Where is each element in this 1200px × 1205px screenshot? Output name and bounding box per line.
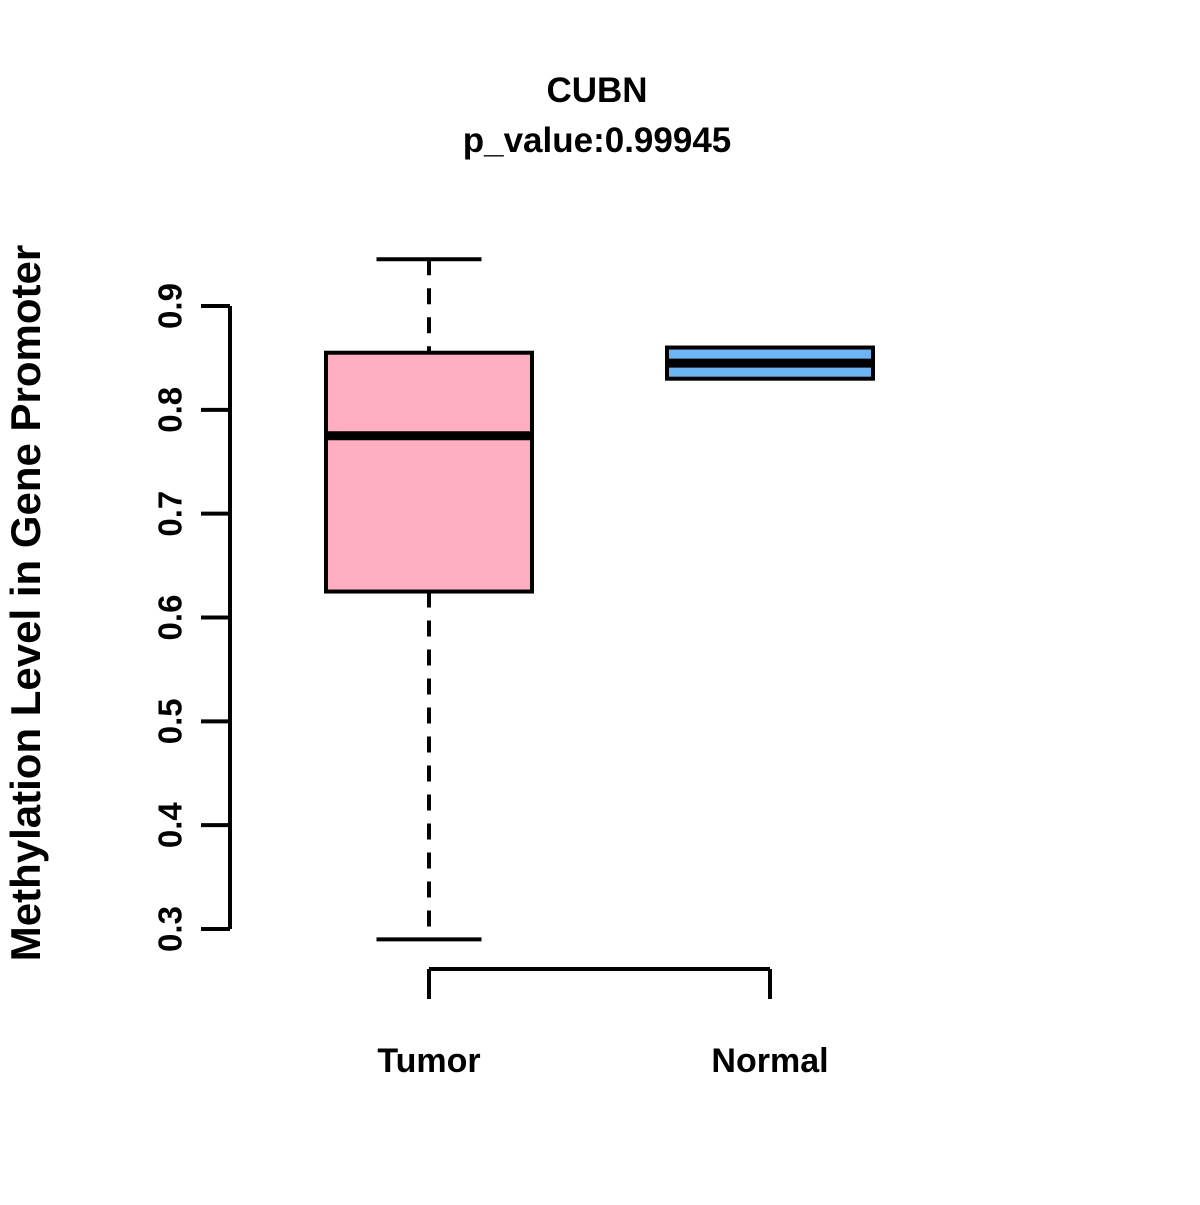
y-tick-label-0.3: 0.3 [152,906,189,952]
y-tick-label-0.8: 0.8 [152,387,189,433]
y-axis: 0.9 0.8 0.7 0.6 0.5 0.4 0.3 [152,283,232,952]
chart-title: CUBN [546,71,647,110]
y-tick-label-0.4: 0.4 [152,802,189,849]
y-tick-label-0.9: 0.9 [152,283,189,329]
x-axis: Tumor Normal [377,967,829,1080]
y-tick-label-0.6: 0.6 [152,595,189,641]
x-tick-label-tumor: Tumor [377,1042,480,1080]
y-tick-label-0.7: 0.7 [152,491,189,537]
tumor-box [324,350,534,594]
chart-subtitle: p_value:0.99945 [463,121,732,160]
y-axis-title: Methylation Level in Gene Promoter [2,245,49,961]
x-tick-label-normal: Normal [711,1042,828,1080]
y-tick-label-0.5: 0.5 [152,698,189,744]
normal-boxplot [665,345,875,381]
tumor-boxplot [324,257,534,942]
boxes [324,257,875,942]
